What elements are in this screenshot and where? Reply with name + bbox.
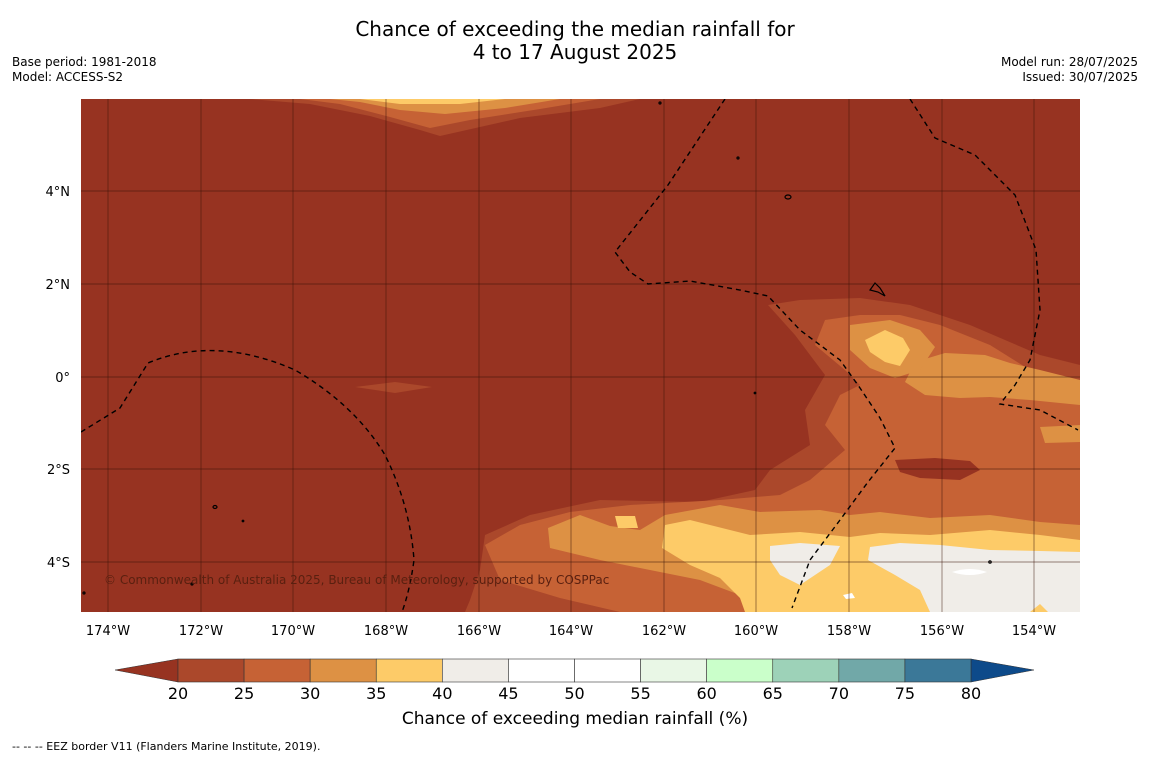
lon-tick-label: 166°W	[457, 624, 501, 639]
title-line-1: Chance of exceeding the median rainfall …	[355, 17, 795, 41]
lon-tick-label: 172°W	[179, 624, 223, 639]
islands	[82, 101, 992, 595]
colorbar-tick-label: 25	[234, 684, 254, 703]
meta-left: Base period: 1981-2018 Model: ACCESS-S2	[12, 55, 157, 85]
island-2	[868, 282, 886, 297]
colorbar-tick-label: 20	[168, 684, 188, 703]
colorbar-under-triangle	[114, 658, 179, 683]
eez-border-central	[614, 99, 896, 609]
lat-tick-label: 2°N	[46, 278, 71, 293]
meta-right: Model run: 28/07/2025 Issued: 30/07/2025	[1001, 55, 1138, 85]
colorbar-label: Chance of exceeding median rainfall (%)	[401, 709, 749, 729]
eez-borders	[81, 99, 1079, 612]
island-9	[988, 560, 992, 564]
lon-tick-label: 154°W	[1012, 624, 1056, 639]
colorbar-tick-label: 80	[961, 684, 981, 703]
lon-tick-label: 156°W	[920, 624, 964, 639]
longitude-labels: 174°W 172°W 170°W 168°W 166°W 164°W 162°W 160°W…	[86, 624, 1056, 639]
copyright-text: © Commonwealth of Australia 2025, Bureau…	[104, 573, 609, 587]
eez-border-west	[81, 349, 415, 612]
colorbar-segment	[508, 658, 575, 683]
eez-legend: -- -- -- EEZ border V11 (Flanders Marine…	[12, 740, 321, 753]
eez-border-east	[909, 99, 1079, 431]
latitude-labels: 4°N 2°N 0° 2°S 4°S	[46, 185, 71, 571]
region-white-oval	[952, 569, 987, 575]
lat-tick-label: 4°S	[47, 556, 70, 571]
colorbar-segment	[706, 658, 774, 683]
colorbar: 20 25 30 35 40 45 50 55 60 65 70 75 80	[114, 658, 1035, 703]
region-30-35-east-equator	[905, 353, 1080, 405]
lon-tick-label: 170°W	[271, 624, 315, 639]
lat-tick-label: 2°S	[47, 463, 70, 478]
chart-title: Chance of exceeding the median rainfall …	[0, 18, 1150, 64]
graticule	[81, 99, 1080, 612]
region-30-35-east-small	[1040, 425, 1080, 443]
colorbar-segment	[838, 658, 906, 683]
colorbar-tick-label: 45	[498, 684, 518, 703]
region-30-35-north	[330, 99, 560, 114]
lat-tick-label: 0°	[55, 371, 70, 386]
map-area: © Commonwealth of Australia 2025, Bureau…	[81, 99, 1080, 612]
lon-tick-label: 160°W	[734, 624, 778, 639]
colorbar-segment	[442, 658, 509, 683]
island-10	[82, 591, 86, 595]
region-35-40-small-patch	[615, 516, 638, 528]
island-7	[753, 391, 757, 395]
colorbar-segment	[177, 658, 245, 683]
colorbar-segment	[574, 658, 641, 683]
colorbar-segments	[177, 658, 972, 683]
island-6	[241, 519, 245, 523]
colorbar-segment	[375, 658, 443, 683]
region-35-40-north-blob	[865, 330, 910, 366]
colorbar-tick-label: 50	[564, 684, 584, 703]
colorbar-segment	[640, 658, 707, 683]
colorbar-tick-label: 35	[366, 684, 386, 703]
issued-date: Issued: 30/07/2025	[1022, 70, 1138, 84]
lon-tick-label: 158°W	[827, 624, 871, 639]
colorbar-tick-label: 55	[630, 684, 650, 703]
region-35-40-north	[360, 99, 505, 104]
colorbar-segment	[772, 658, 840, 683]
island-8	[190, 582, 194, 586]
region-20-25-equator-sliver	[355, 382, 432, 393]
lon-tick-label: 168°W	[364, 624, 408, 639]
model-name: Model: ACCESS-S2	[12, 70, 124, 84]
colorbar-tick-label: 75	[895, 684, 915, 703]
island-4	[658, 101, 662, 105]
model-run: Model run: 28/07/2025	[1000, 55, 1138, 69]
colorbar-segment	[904, 658, 972, 683]
base-period: Base period: 1981-2018	[12, 55, 157, 69]
lon-tick-label: 162°W	[642, 624, 686, 639]
lat-tick-label: 4°N	[46, 185, 71, 200]
lon-tick-label: 174°W	[86, 624, 130, 639]
colorbar-ticks: 20 25 30 35 40 45 50 55 60 65 70 75 80	[168, 684, 981, 703]
colorbar-tick-label: 60	[696, 684, 716, 703]
region-40-45-patch	[770, 543, 840, 585]
lon-tick-label: 164°W	[549, 624, 593, 639]
colorbar-tick-label: 70	[829, 684, 849, 703]
colorbar-segment	[309, 658, 377, 683]
region-40-45-southeast	[868, 543, 1080, 612]
island-1	[784, 194, 792, 200]
colorbar-tick-label: 30	[300, 684, 320, 703]
colorbar-segment	[243, 658, 311, 683]
region-35-40-bottom-right	[1030, 604, 1048, 612]
colorbar-over-triangle	[970, 658, 1035, 683]
island-3	[736, 156, 740, 160]
colorbar-tick-label: 65	[763, 684, 783, 703]
title-line-2: 4 to 17 August 2025	[472, 40, 678, 64]
island-5	[212, 504, 218, 510]
colorbar-tick-label: 40	[432, 684, 452, 703]
